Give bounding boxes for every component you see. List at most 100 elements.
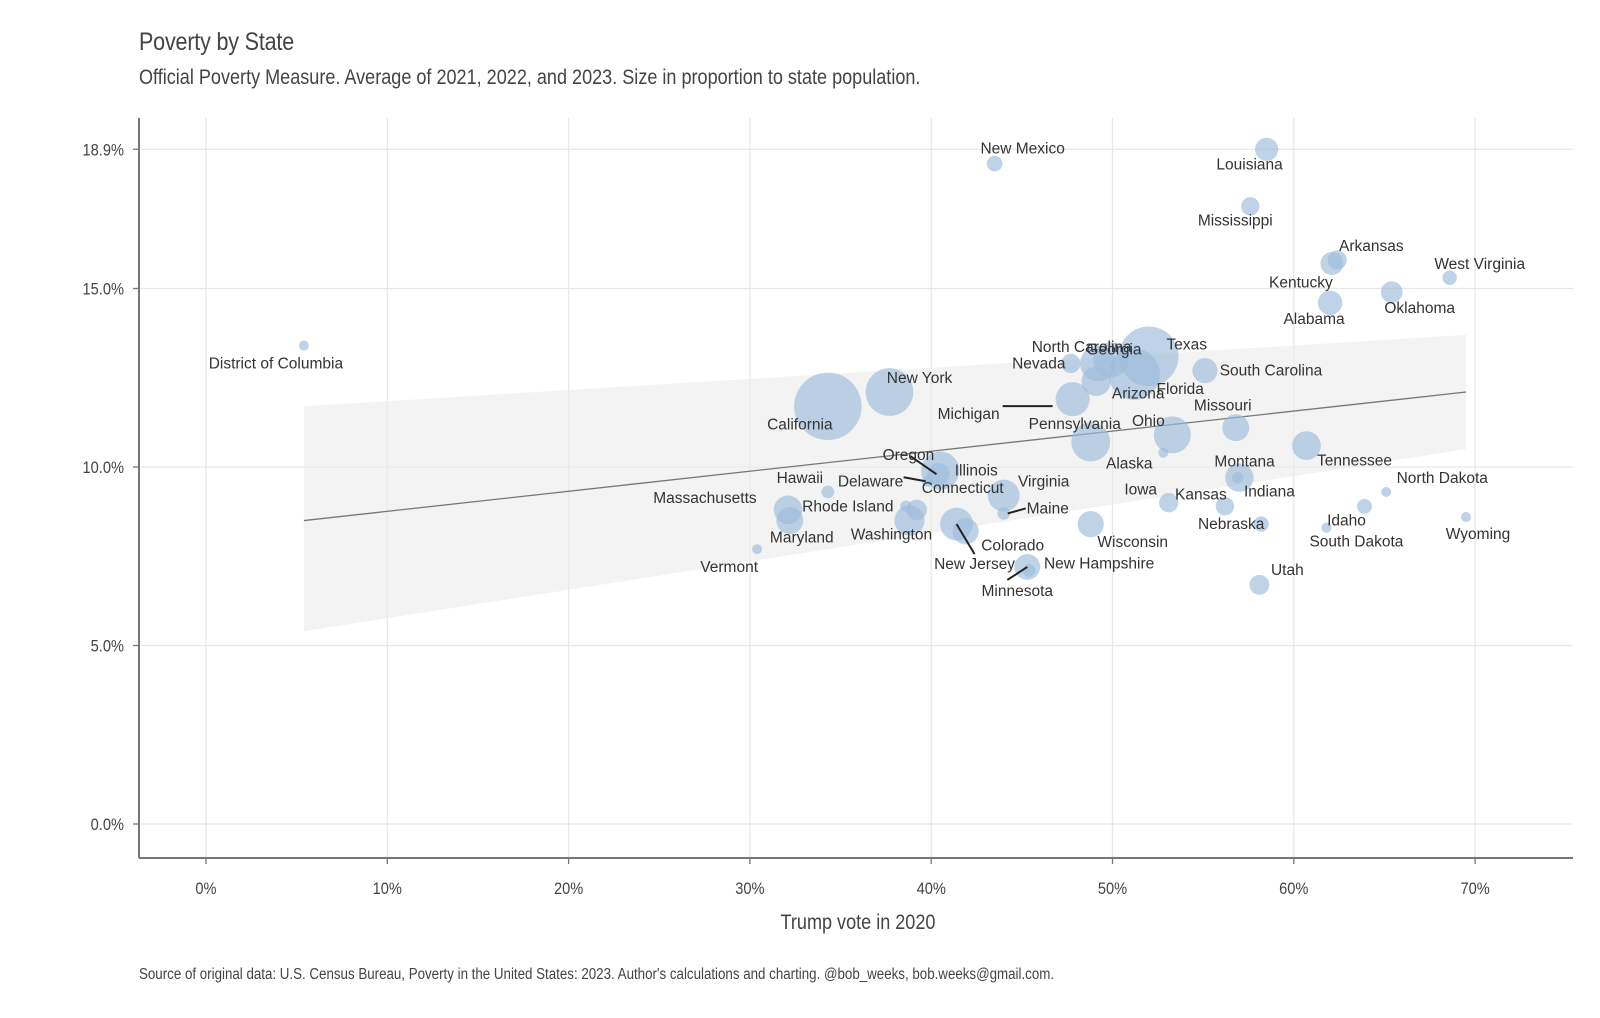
bubble-louisiana xyxy=(1255,137,1279,161)
bubble-virginia xyxy=(987,479,1020,512)
bubble-alaska xyxy=(1158,447,1169,458)
bubble-iowa xyxy=(1159,493,1179,513)
state-label: Georgia xyxy=(1086,341,1142,358)
state-label: Nevada xyxy=(1012,355,1066,372)
bubble-utah xyxy=(1249,574,1270,595)
state-label: Alaska xyxy=(1106,456,1153,473)
state-label: New Mexico xyxy=(980,141,1064,158)
state-label: Delaware xyxy=(838,473,903,490)
x-tick-label: 0% xyxy=(195,880,216,898)
state-label: Colorado xyxy=(981,537,1044,554)
state-label: New York xyxy=(887,370,953,387)
state-label: North Dakota xyxy=(1397,470,1489,487)
state-labels-group: District of Columbia Vermont Massachusetts… xyxy=(209,141,1526,600)
bubble-wyoming xyxy=(1461,511,1472,522)
state-label: Pennsylvania xyxy=(1029,416,1122,433)
state-label: New Jersey xyxy=(934,556,1015,573)
y-tick-label: 0.0% xyxy=(91,816,124,834)
label-leader-lines xyxy=(903,405,1053,581)
state-label: Indiana xyxy=(1244,484,1295,501)
chart-title: Poverty by State xyxy=(139,28,295,56)
bubble-district-of-columbia xyxy=(298,340,309,351)
state-label: Louisiana xyxy=(1216,156,1283,173)
y-tick-label: 5.0% xyxy=(91,638,124,656)
state-label: Nebraska xyxy=(1198,516,1265,533)
state-label: West Virginia xyxy=(1434,256,1525,273)
bubble-colorado xyxy=(952,518,979,545)
state-label: Arizona xyxy=(1112,385,1165,402)
state-label: Vermont xyxy=(700,559,758,576)
state-label: Missouri xyxy=(1194,398,1252,415)
state-label: Mississippi xyxy=(1198,212,1273,229)
bubble-new-york xyxy=(865,368,914,416)
bubble-oklahoma xyxy=(1380,281,1403,303)
leader-line xyxy=(955,523,976,555)
state-label: Alabama xyxy=(1283,311,1345,328)
bubble-mississippi xyxy=(1241,197,1260,216)
state-label: South Carolina xyxy=(1220,363,1323,380)
state-label: Massachusetts xyxy=(653,490,757,507)
state-label: Tennessee xyxy=(1317,453,1392,470)
bubble-oregon xyxy=(927,463,950,486)
state-label: Wisconsin xyxy=(1097,534,1168,551)
leader-line xyxy=(903,476,926,483)
bubble-south-carolina xyxy=(1192,358,1218,384)
x-tick-label: 20% xyxy=(554,880,583,898)
axes-group: 0% 10% 20% 30% 40% 50% 60% 70% 0.0% 5.0% 10.0% 15.0… xyxy=(83,118,1573,898)
bubble-rhode-island xyxy=(900,500,912,512)
state-label: Washington xyxy=(851,527,932,544)
chart-subtitle: Official Poverty Measure. Average of 202… xyxy=(139,66,921,89)
state-label: Maryland xyxy=(770,530,834,547)
bubble-pennsylvania xyxy=(1071,422,1111,462)
state-label: Kansas xyxy=(1175,486,1227,503)
x-tick-label: 30% xyxy=(735,880,764,898)
bubble-connecticut xyxy=(906,499,927,521)
state-label: Ohio xyxy=(1132,413,1165,430)
state-label: California xyxy=(767,416,833,433)
trend-line xyxy=(303,391,1467,522)
state-label: Oklahoma xyxy=(1384,300,1455,317)
bubble-tennessee xyxy=(1292,431,1321,460)
bubble-north-dakota xyxy=(1381,486,1392,497)
state-label: Illinois xyxy=(955,463,998,480)
confidence-band-area xyxy=(303,334,1467,632)
leader-line xyxy=(1006,566,1028,581)
state-label: Oregon xyxy=(883,447,935,464)
trend-line-group xyxy=(303,391,1467,522)
bubble-hawaii xyxy=(821,485,835,499)
bubble-idaho xyxy=(1357,498,1372,514)
bubble-alabama xyxy=(1317,290,1343,315)
state-label: Kentucky xyxy=(1269,275,1333,292)
y-tick-label: 15.0% xyxy=(83,281,124,299)
bubble-kansas xyxy=(1215,497,1235,516)
state-label: Virginia xyxy=(1018,474,1070,491)
state-label: Wyoming xyxy=(1446,526,1510,543)
bubble-california xyxy=(794,372,862,441)
bubble-arkansas xyxy=(1327,250,1347,270)
state-label: Idaho xyxy=(1327,512,1366,529)
x-tick-label: 40% xyxy=(917,880,946,898)
state-label: Florida xyxy=(1157,381,1205,398)
y-tick-label: 18.9% xyxy=(83,141,124,159)
state-label: Michigan xyxy=(938,406,1000,423)
x-axis-title: Trump vote in 2020 xyxy=(781,911,936,935)
state-label: Montana xyxy=(1214,454,1275,471)
bubble-maine xyxy=(997,507,1011,520)
bubble-delaware xyxy=(922,475,933,487)
state-label: New Hampshire xyxy=(1044,556,1154,573)
bubble-vermont xyxy=(752,544,763,555)
y-tick-label: 10.0% xyxy=(83,459,124,477)
x-tick-label: 60% xyxy=(1279,880,1308,898)
state-label: Utah xyxy=(1271,562,1304,579)
state-label: Hawaii xyxy=(777,470,824,487)
bubble-wisconsin xyxy=(1077,511,1104,538)
bubble-maryland xyxy=(776,507,804,534)
leader-line xyxy=(1007,507,1026,515)
state-label: Arkansas xyxy=(1339,238,1404,255)
state-label: Connecticut xyxy=(922,480,1005,497)
bubble-south-dakota xyxy=(1321,522,1332,533)
confidence-band xyxy=(303,334,1467,632)
state-label: Iowa xyxy=(1124,482,1157,499)
state-label: North Carolina xyxy=(1032,339,1132,356)
